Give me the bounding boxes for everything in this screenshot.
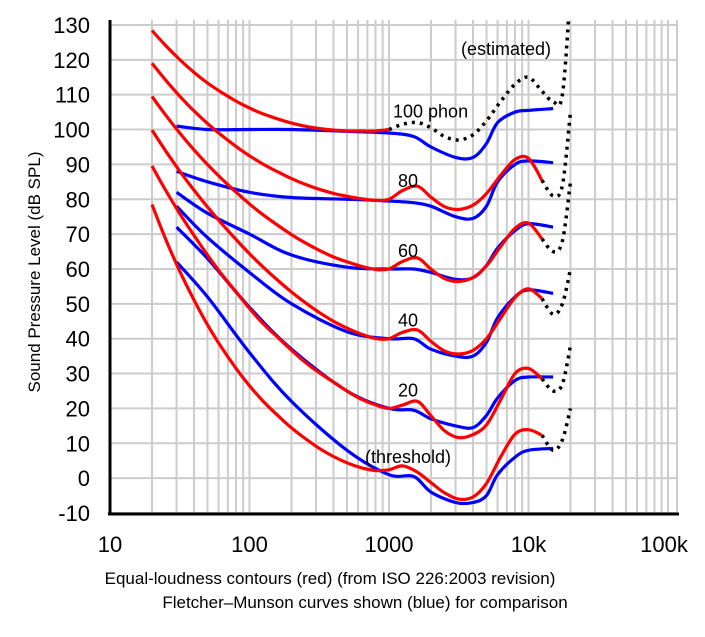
y-tick-label: 10 — [66, 431, 90, 456]
estimated-curve — [388, 18, 571, 142]
x-tick-label: 100 — [231, 532, 268, 557]
x-tick-label: 10 — [98, 532, 122, 557]
curve-label: 40 — [398, 311, 418, 331]
iso-contour-curve — [150, 165, 544, 440]
caption-line-1: Equal-loudness contours (red) (from ISO … — [105, 569, 556, 588]
annotation-estimated: (estimated) — [461, 39, 551, 59]
y-tick-label: 20 — [66, 396, 90, 421]
x-tick-label: 10k — [511, 532, 547, 557]
y-axis-label: Sound Pressure Level (dB SPL) — [25, 152, 44, 393]
series-layer — [150, 18, 573, 506]
y-tick-label: 100 — [53, 118, 90, 143]
y-tick-label: 60 — [66, 257, 90, 282]
curve-label: 80 — [398, 171, 418, 191]
y-tick-label: -10 — [58, 501, 90, 526]
curve-label: 100 phon — [393, 102, 468, 122]
fletcher-munson-curve — [175, 260, 554, 506]
estimated-tail — [540, 111, 573, 199]
estimated-tail — [540, 181, 573, 254]
fletcher-munson-curve — [176, 159, 554, 221]
y-tick-label: 40 — [66, 327, 90, 352]
y-tick-label: 50 — [66, 292, 90, 317]
iso-contour-curve — [150, 62, 544, 212]
y-tick-label: 0 — [78, 466, 90, 491]
y-tick-label: 70 — [66, 222, 90, 247]
y-tick-label: 90 — [66, 152, 90, 177]
estimated-tail — [540, 407, 573, 453]
y-tick-label: 30 — [66, 362, 90, 387]
caption-line-2: Fletcher–Munson curves shown (blue) for … — [162, 593, 567, 612]
y-tick-label: 110 — [55, 83, 90, 108]
curve-label: 20 — [398, 380, 418, 400]
curve-labels: 20 40 60 80 100 phon — [393, 102, 468, 401]
iso-contour-curve — [150, 29, 390, 133]
annotation-threshold: (threshold) — [365, 447, 451, 467]
iso-contour-curve — [150, 203, 543, 502]
iso-contour-curve — [150, 95, 544, 284]
y-tick-label: 130 — [53, 13, 90, 38]
iso-contour-curve — [150, 129, 544, 356]
fletcher-munson-curve — [176, 107, 554, 161]
y-tick-label: 80 — [66, 187, 90, 212]
estimated-tail — [540, 268, 573, 317]
curve-label: 60 — [398, 241, 418, 261]
estimated-tail — [540, 345, 573, 394]
x-tick-labels: 10 100 1000 10k 100k — [98, 532, 689, 557]
y-tick-labels: -10 0 10 20 30 40 50 60 70 80 90 100 110 120 130 — [53, 13, 90, 526]
y-tick-label: 120 — [53, 48, 90, 73]
x-tick-label: 100k — [640, 532, 689, 557]
x-tick-label: 1000 — [365, 532, 414, 557]
